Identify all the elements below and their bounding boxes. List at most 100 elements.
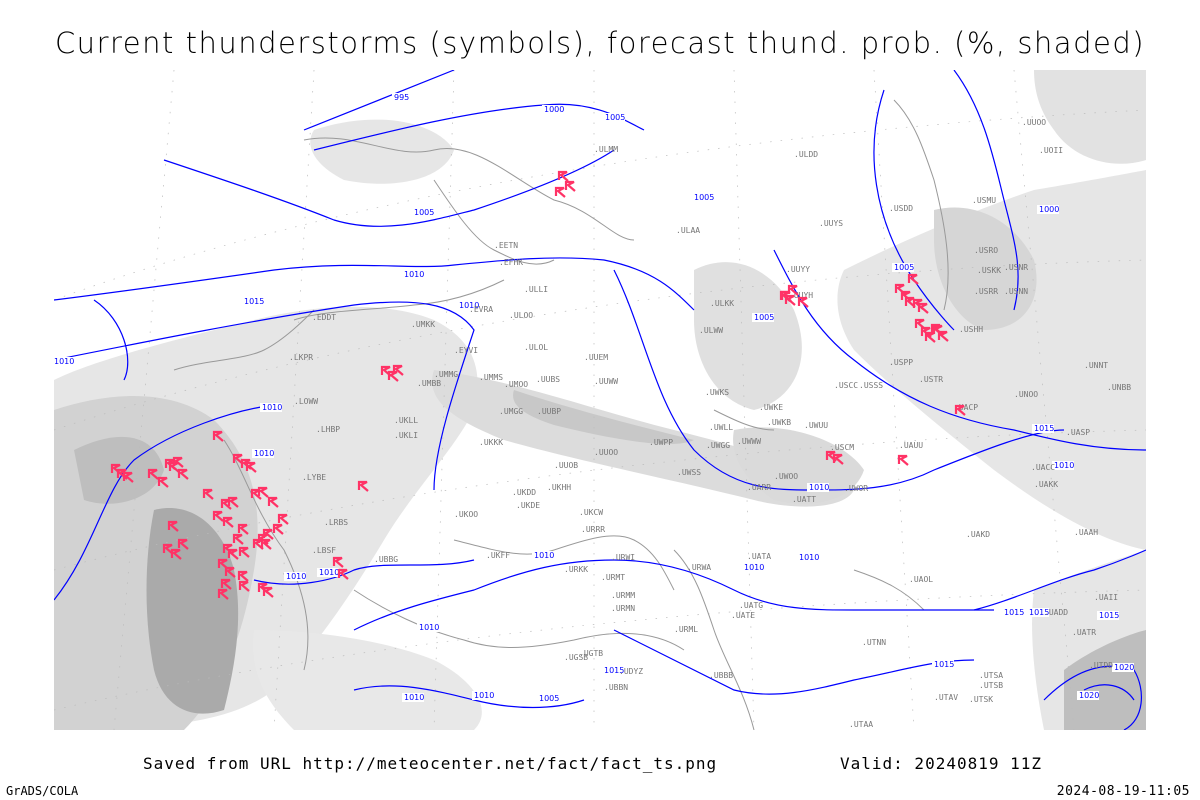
station-label: .UNOO — [1014, 390, 1038, 399]
station-label: .UTDD — [1089, 661, 1113, 670]
station-label: .EVRA — [469, 305, 493, 314]
station-label: .UASP — [1066, 428, 1090, 437]
thunderstorm-symbol-icon — [224, 566, 236, 578]
station-label: .UAII — [1094, 593, 1118, 602]
isobar-label: 1010 — [319, 568, 339, 577]
station-label: .UATT — [792, 495, 816, 504]
thunderstorm-symbol-icon — [387, 370, 399, 382]
isobar-label: 1020 — [1079, 691, 1099, 700]
station-label: .UUWW — [594, 377, 618, 386]
isobar-label: 1015 — [1034, 424, 1054, 433]
thunderstorm-symbol-icon — [825, 450, 837, 462]
station-label: .UTNN — [862, 638, 886, 647]
station-label: .UUYY — [786, 265, 810, 274]
station-label: .URMN — [611, 604, 635, 613]
isobar-label: 1005 — [754, 313, 774, 322]
isobar-label: 1005 — [605, 113, 625, 122]
thunderstorm-symbol-icon — [917, 302, 929, 314]
isobar-label: 1020 — [1114, 663, 1134, 672]
thunderstorm-symbol-icon — [267, 496, 279, 508]
isobar-label: 1015 — [244, 297, 264, 306]
station-label: .ULMM — [594, 145, 618, 154]
station-label: .USHH — [959, 325, 983, 334]
thunderstorm-symbol-icon — [932, 324, 944, 336]
thunderstorm-symbol-icon — [380, 365, 392, 377]
isobar-label: 1010 — [474, 691, 494, 700]
station-label: .UTAV — [934, 693, 958, 702]
station-label: .UAOL — [909, 575, 933, 584]
generation-timestamp: 2024-08-19-11:05 — [1056, 784, 1190, 799]
thunderstorm-symbol-icon — [212, 510, 224, 522]
thunderstorm-symbol-icon — [797, 296, 809, 308]
isobar-label: 1015 — [604, 666, 624, 675]
station-label: .UWOR — [844, 484, 868, 493]
thunderstorm-symbol-icon — [227, 496, 239, 508]
thunderstorm-symbol-icon — [237, 570, 249, 582]
station-label: .EETN — [494, 241, 518, 250]
station-label: .ULWW — [699, 326, 723, 335]
station-label: .USSS — [859, 381, 883, 390]
station-label: .UWGG — [706, 441, 730, 450]
station-label: .LKPR — [289, 353, 313, 362]
thunderstorm-symbol-icon — [780, 290, 792, 302]
thunderstorm-symbol-icon — [277, 513, 289, 525]
thunderstorm-symbol-icon — [914, 318, 926, 330]
station-label: .UUOO — [1022, 118, 1046, 127]
station-label: .ULAA — [676, 226, 700, 235]
thunderstorm-symbol-icon — [337, 568, 349, 580]
thunderstorm-symbol-icon — [222, 516, 234, 528]
station-label: .EFHK — [499, 258, 523, 267]
map-title: Current thunderstorms (symbols), forecas… — [54, 26, 1146, 60]
station-label: .USTR — [919, 375, 943, 384]
valid-time-text: Valid: 20240819 11Z — [840, 754, 1043, 773]
isobar-label: 1000 — [1039, 205, 1059, 214]
station-label: .LOWW — [294, 397, 318, 406]
station-label: .LRBS — [324, 518, 348, 527]
thunderstorm-symbol-icon — [227, 548, 239, 560]
station-label: .USNR — [1004, 263, 1028, 272]
station-label: .UKLI — [394, 431, 418, 440]
isobar-label: 1010 — [54, 357, 74, 366]
station-label: .UTAA — [849, 720, 873, 729]
thunderstorm-symbol-icon — [272, 523, 284, 535]
thunderstorm-symbol-icon — [262, 528, 274, 540]
thunderstorm-symbol-icon — [392, 364, 404, 376]
thunderstorm-symbol-icon — [245, 461, 257, 473]
station-label: .UAKD — [966, 530, 990, 539]
thunderstorm-symbol-icon — [907, 273, 919, 285]
station-label: .USPP — [889, 358, 913, 367]
thunderstorm-symbol-icon — [177, 468, 189, 480]
station-label: .URKK — [564, 565, 588, 574]
thunderstorm-symbol-icon — [170, 548, 182, 560]
station-label: .UWUU — [804, 421, 828, 430]
station-label: .URWI — [611, 553, 635, 562]
thunderstorm-symbol-icon — [232, 533, 244, 545]
thunderstorm-symbol-icon — [238, 580, 250, 592]
station-label: .LBSF — [312, 546, 336, 555]
thunderstorm-symbol-icon — [554, 186, 566, 198]
isobar-label: 1010 — [459, 301, 479, 310]
isobar-label: 1010 — [534, 551, 554, 560]
station-label: .UBBN — [604, 683, 628, 692]
station-label: .ULOO — [509, 311, 533, 320]
station-label: .UARR — [747, 483, 771, 492]
station-label: .UWKS — [705, 388, 729, 397]
thunderstorm-map: 995 1000 1005 1005 1010 1015 1010 1010 1010 1010 1… — [54, 70, 1146, 730]
station-label: .UWLL — [709, 423, 733, 432]
thunderstorm-symbol-icon — [232, 453, 244, 465]
isobar-label: 1005 — [894, 263, 914, 272]
station-label: .UWSS — [677, 468, 701, 477]
isobar-label: 1015 — [1029, 608, 1049, 617]
thunderstorm-symbol-icon — [897, 454, 909, 466]
station-label: .EDDT — [312, 313, 336, 322]
station-label: .LHBP — [316, 425, 340, 434]
station-label: .ULOL — [524, 343, 548, 352]
thunderstorm-symbol-icon — [832, 453, 844, 465]
station-label: .URML — [674, 625, 698, 634]
station-label: .UMBB — [417, 379, 441, 388]
station-label: .UNBB — [1107, 383, 1131, 392]
thunderstorm-symbol-icon — [564, 180, 576, 192]
station-label: .UUEM — [584, 353, 608, 362]
station-label: .USNN — [1004, 287, 1028, 296]
station-label: .UTSK — [969, 695, 993, 704]
